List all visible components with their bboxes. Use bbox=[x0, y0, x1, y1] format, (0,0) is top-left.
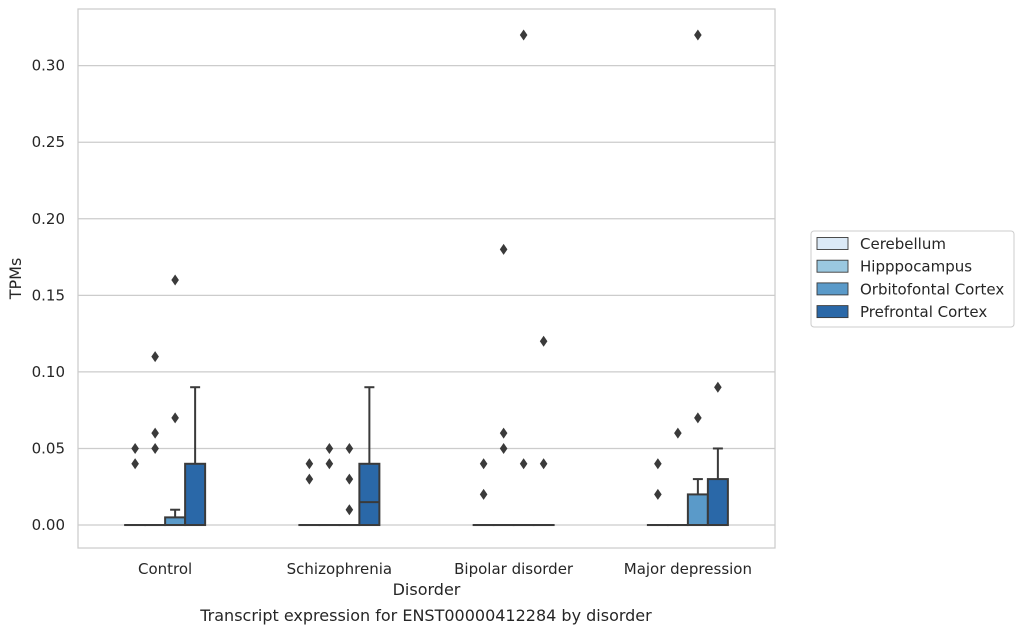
box-prefrontal-cortex bbox=[706, 447, 729, 527]
box bbox=[184, 462, 207, 527]
outlier-point bbox=[519, 458, 528, 470]
outlier-point bbox=[305, 473, 314, 485]
y-tick-label: 0.00 bbox=[32, 516, 65, 534]
outlier-point bbox=[694, 412, 702, 424]
outlier-point bbox=[654, 488, 662, 500]
outlier-point bbox=[151, 427, 159, 439]
y-tick-labels: 0.00 0.05 0.10 0.15 0.20 0.25 0.30 bbox=[32, 57, 65, 534]
legend-swatch bbox=[816, 259, 849, 273]
box-orbitofontal-cortex bbox=[686, 478, 709, 527]
legend-label: Orbitofontal Cortex bbox=[860, 280, 1004, 298]
grid-lines bbox=[78, 65, 775, 526]
x-axis-label: Disorder bbox=[393, 580, 461, 599]
x-tick-label: Schizophrenia bbox=[287, 560, 392, 578]
box-prefrontal-cortex bbox=[184, 386, 207, 527]
outlier-point bbox=[654, 458, 662, 470]
y-tick-label: 0.25 bbox=[32, 133, 65, 151]
box bbox=[164, 516, 187, 527]
outlier-point bbox=[171, 412, 179, 424]
outlier-point bbox=[305, 458, 314, 470]
y-tick-label: 0.10 bbox=[32, 363, 65, 381]
y-tick-label: 0.15 bbox=[32, 286, 65, 304]
legend-swatch bbox=[816, 237, 849, 250]
outlier-point bbox=[694, 29, 702, 41]
outlier-point bbox=[131, 458, 139, 470]
legend-label: Hipppocampus bbox=[860, 258, 972, 276]
x-tick-labels: Control Schizophrenia Bipolar disorder Majo… bbox=[138, 560, 752, 578]
box bbox=[686, 493, 709, 527]
outlier-point bbox=[519, 29, 528, 41]
outlier-point bbox=[345, 442, 354, 454]
outlier-point bbox=[151, 442, 159, 454]
box-orbitofontal-cortex bbox=[164, 508, 187, 527]
figure-caption: Transcript expression for ENST0000041228… bbox=[200, 606, 652, 625]
x-tick-label: Major depression bbox=[624, 560, 752, 578]
y-tick-label: 0.20 bbox=[32, 210, 65, 228]
legend-frame bbox=[810, 230, 1015, 328]
box bbox=[358, 462, 381, 527]
outlier-point bbox=[345, 504, 354, 516]
outlier-point bbox=[345, 473, 354, 485]
boxes-layer bbox=[124, 386, 729, 527]
legend-label: Cerebellum bbox=[860, 235, 946, 253]
y-axis-label: TPMs bbox=[6, 258, 25, 301]
outlier-point bbox=[539, 335, 548, 347]
outlier-point bbox=[539, 458, 548, 470]
outlier-point bbox=[499, 442, 508, 454]
outlier-point bbox=[325, 458, 334, 470]
plot-frame bbox=[77, 8, 776, 549]
outliers-layer bbox=[131, 29, 722, 516]
box-prefrontal-cortex bbox=[358, 386, 381, 527]
outlier-point bbox=[714, 381, 722, 393]
x-tick-label: Control bbox=[138, 560, 192, 578]
legend-swatch bbox=[816, 282, 849, 296]
outlier-point bbox=[325, 442, 334, 454]
outlier-point bbox=[499, 243, 508, 255]
outlier-point bbox=[131, 442, 139, 454]
y-tick-label: 0.05 bbox=[32, 439, 65, 457]
y-tick-label: 0.30 bbox=[32, 57, 65, 75]
box bbox=[706, 478, 729, 527]
x-tick-label: Bipolar disorder bbox=[454, 560, 574, 578]
legend-label: Prefrontal Cortex bbox=[860, 303, 987, 321]
outlier-point bbox=[479, 488, 488, 500]
outlier-point bbox=[499, 427, 508, 439]
legend: Cerebellum Hipppocampus Orbitofontal Corte… bbox=[810, 230, 1015, 328]
outlier-point bbox=[674, 427, 682, 439]
outlier-point bbox=[151, 351, 159, 363]
legend-swatch bbox=[816, 305, 849, 319]
outlier-point bbox=[171, 274, 179, 286]
outlier-point bbox=[479, 458, 488, 470]
